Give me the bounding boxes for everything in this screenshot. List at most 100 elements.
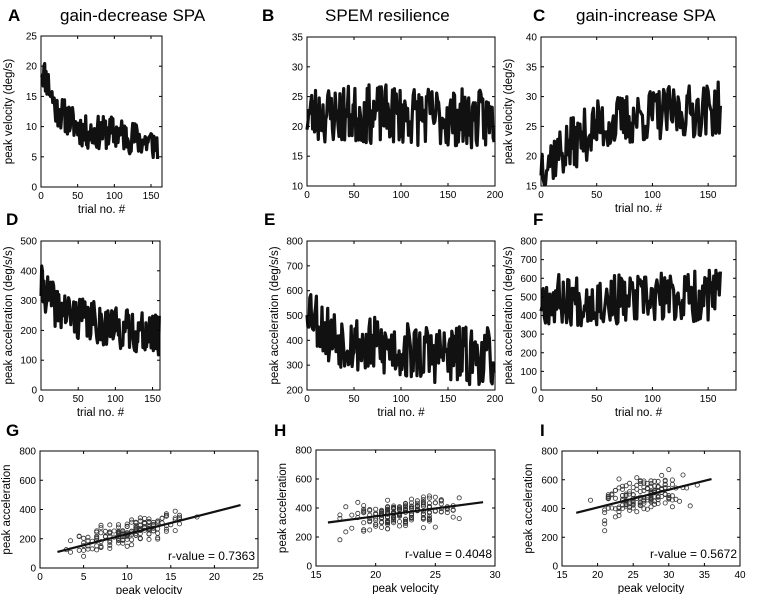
data-point (391, 516, 397, 522)
data-point (385, 504, 391, 510)
r-value-label: r-value = 0.4048 (405, 547, 492, 561)
data-point (163, 513, 169, 519)
panel-b: B 0 50 100 150 200 10 15 20 25 30 35 (262, 6, 504, 201)
x-axis-label: peak velocity (618, 583, 685, 594)
data-point (420, 511, 426, 517)
data-point (129, 542, 135, 548)
data-point (349, 512, 355, 518)
panel-f: F 0 50 100 150 0 100 200 300 400 500 600 700 800 trial… (503, 210, 737, 419)
y-axis-label: peak acceleration (deg/s/s) (269, 246, 281, 384)
data-point (408, 515, 414, 521)
data-point (385, 520, 391, 526)
data-point (456, 516, 462, 522)
series-line (305, 293, 496, 387)
data-point (609, 505, 615, 511)
data-point (408, 505, 414, 511)
panel-letter: F (533, 210, 543, 229)
data-point (385, 526, 391, 532)
data-point (124, 543, 130, 549)
data-point (94, 534, 100, 540)
data-point (116, 530, 122, 536)
y-tick-label: 800 (295, 446, 312, 457)
data-point (616, 505, 622, 511)
data-point (361, 506, 367, 512)
data-point (98, 530, 104, 536)
axes-frame (40, 240, 161, 391)
data-point (662, 500, 668, 506)
data-point (142, 516, 148, 522)
y-axis-label: peak velocity (deg/s) (3, 59, 15, 165)
data-point (652, 478, 658, 484)
data-point (634, 475, 640, 481)
data-point (669, 497, 675, 503)
data-point (355, 510, 361, 516)
panel-e: E 0 50 100 150 200 200 300 400 500 600 700 800 trial … (264, 210, 504, 419)
data-point (361, 520, 367, 526)
data-point (644, 506, 650, 512)
data-point (98, 525, 104, 531)
data-point (150, 528, 156, 534)
y-tick-label: 0 (31, 386, 37, 397)
data-point (391, 520, 397, 526)
y-tick-label: 400 (286, 336, 303, 347)
x-tick-label: 0 (37, 572, 43, 583)
data-point (637, 488, 643, 494)
data-point (172, 528, 178, 534)
column-title-right: gain-increase SPA (576, 6, 716, 25)
data-point (687, 503, 693, 509)
data-point (426, 500, 432, 506)
y-tick-label: 200 (286, 386, 303, 397)
x-tick-label: 0 (304, 394, 310, 405)
y-tick-label: 300 (286, 361, 303, 372)
data-point (391, 503, 397, 509)
data-point (641, 498, 647, 504)
data-point (602, 510, 608, 516)
data-point (655, 483, 661, 489)
data-point (133, 525, 139, 531)
x-tick-label: 150 (440, 190, 457, 201)
x-tick-label: 50 (348, 394, 360, 405)
data-point (81, 553, 87, 559)
y-tick-label: 800 (19, 447, 36, 458)
data-point (641, 500, 647, 506)
x-tick-label: 0 (38, 191, 44, 202)
data-point (102, 528, 108, 534)
data-point (648, 483, 654, 489)
data-point (94, 529, 100, 535)
data-point (402, 501, 408, 507)
panel-a: A 0 50 100 150 0 5 10 15 20 25 trial no. # peak velo… (3, 6, 163, 216)
data-point (129, 519, 135, 525)
data-point (361, 528, 367, 534)
data-point (605, 496, 611, 502)
y-tick-label: 0 (31, 183, 37, 194)
x-tick-label: 5 (81, 572, 87, 583)
data-point (659, 472, 665, 478)
data-point (609, 491, 615, 497)
data-point (641, 478, 647, 484)
data-point (379, 525, 385, 531)
series-line (39, 264, 161, 357)
y-tick-label: 0 (306, 562, 312, 573)
y-tick-label: 25 (292, 92, 304, 103)
y-tick-label: 0 (552, 562, 558, 573)
x-tick-label: 0 (38, 394, 44, 405)
data-point (438, 501, 444, 507)
data-point (337, 537, 343, 543)
data-point (655, 478, 661, 484)
y-axis-label: peak velocity (deg/s) (503, 59, 515, 165)
data-point (666, 467, 672, 473)
data-point (176, 512, 182, 518)
x-tick-label: 200 (487, 190, 504, 201)
data-point (163, 528, 169, 534)
data-point (420, 516, 426, 522)
y-tick-label: 600 (19, 476, 36, 487)
data-point (623, 501, 629, 507)
y-tick-label: 400 (541, 504, 558, 515)
data-point (456, 495, 462, 501)
data-point (98, 522, 104, 528)
data-point (432, 524, 438, 530)
x-axis-label: trial no. # (615, 407, 663, 419)
y-tick-label: 200 (20, 326, 37, 337)
data-point (155, 536, 161, 542)
data-point (641, 506, 647, 512)
